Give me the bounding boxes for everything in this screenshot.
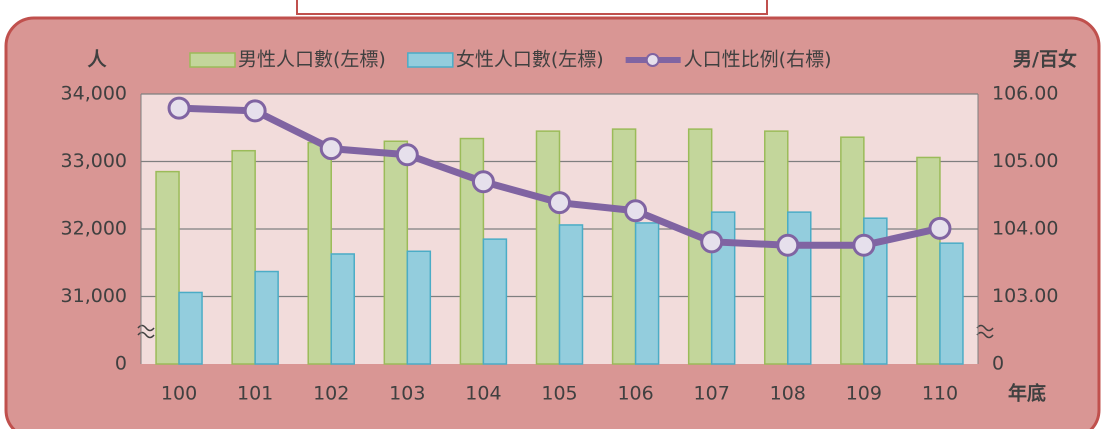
bar	[916, 156, 941, 365]
bar	[330, 253, 355, 365]
x-tick-label: 101	[237, 383, 273, 405]
marker	[243, 99, 267, 123]
bar	[634, 222, 660, 365]
axis-break	[137, 324, 155, 339]
bar	[178, 291, 203, 365]
x-tick-label: 110	[922, 383, 958, 405]
tick-label: 106.00	[992, 83, 1058, 105]
x-tick-label: 100	[161, 383, 197, 405]
bar	[558, 224, 584, 365]
bar	[383, 140, 409, 365]
bar	[482, 238, 508, 365]
marker	[471, 170, 495, 194]
legend-swatch	[645, 53, 660, 67]
bar	[231, 149, 256, 365]
legend-swatch	[407, 52, 454, 68]
marker	[852, 233, 876, 257]
x-axis-title: 年底	[1008, 382, 1046, 405]
tick-label: 103.00	[992, 285, 1058, 307]
x-tick-label: 108	[770, 383, 806, 405]
marker	[548, 191, 571, 215]
tick-label: 0	[992, 353, 1004, 375]
bar	[535, 130, 561, 365]
marker	[624, 199, 648, 223]
y2-axis-title: 男/百女	[1013, 48, 1077, 71]
bar	[254, 270, 279, 365]
x-tick-label: 106	[617, 383, 653, 405]
tick-label: 105.00	[992, 150, 1058, 172]
marker	[700, 230, 724, 254]
legend-swatch	[189, 52, 236, 68]
x-tick-label: 102	[313, 383, 349, 405]
bar	[307, 141, 332, 365]
x-tick-label: 103	[389, 383, 425, 405]
tick-label: 33,000	[61, 150, 127, 172]
tick-label: 34,000	[61, 83, 127, 105]
bar	[155, 170, 180, 365]
marker	[776, 233, 800, 257]
tick-label: 31,000	[61, 285, 127, 307]
axis-break	[976, 324, 994, 339]
legend-label: 女性人口數(左標)	[456, 49, 604, 71]
y-axis-title: 人	[87, 49, 107, 71]
marker	[167, 96, 191, 120]
marker	[395, 143, 419, 167]
tab	[296, 0, 768, 15]
bar	[939, 242, 964, 365]
legend-label: 男性人口數(左標)	[238, 49, 386, 71]
tick-label: 104.00	[992, 218, 1058, 240]
marker	[319, 137, 343, 161]
bar	[406, 250, 432, 365]
x-tick-label: 105	[541, 383, 577, 405]
bar	[611, 128, 637, 365]
tick-label: 32,000	[61, 218, 127, 240]
x-tick-label: 107	[694, 383, 730, 405]
tick-label: 0	[115, 353, 127, 375]
marker	[928, 216, 952, 240]
x-tick-label: 109	[846, 383, 882, 405]
legend-label: 人口性比例(右標)	[684, 49, 832, 71]
x-tick-label: 104	[465, 383, 501, 405]
